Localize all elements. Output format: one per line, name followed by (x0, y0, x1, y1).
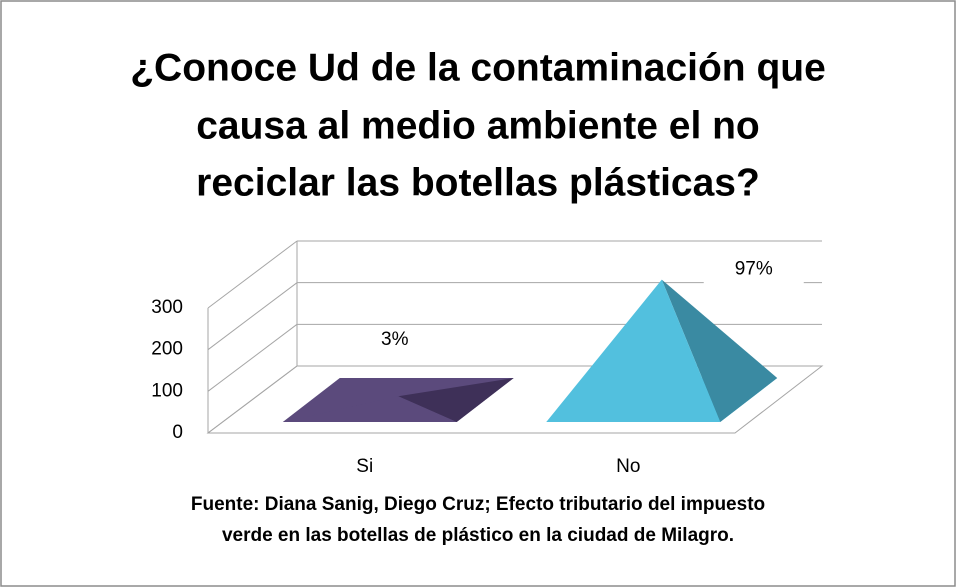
label-bg (344, 326, 445, 354)
y-tick-label: 0 (172, 422, 183, 443)
pyramid-face (398, 378, 514, 422)
x-tick-label: Si (356, 456, 373, 477)
source-note: verde en las botellas de plástico en la … (222, 525, 734, 546)
chart-title: reciclar las botellas plásticas? (196, 161, 760, 204)
label-bg (703, 255, 804, 284)
pyramid-face (282, 396, 457, 422)
y-tick-label: 100 (151, 380, 183, 401)
data-label: 97% (735, 259, 773, 280)
y-tick-label: 300 (151, 297, 183, 318)
grid-line (207, 240, 298, 309)
grid-line (207, 323, 298, 392)
data-label: 3% (381, 329, 409, 350)
x-tick-label: No (616, 456, 640, 477)
source-note: Fuente: Diana Sanig, Diego Cruz; Efecto … (191, 494, 765, 515)
pyramid-face (661, 279, 778, 422)
chart-title: ¿Conoce Ud de la contaminación que (130, 46, 826, 89)
pyramid-face (546, 279, 721, 422)
y-tick-label: 200 (151, 339, 183, 360)
grid-line (207, 282, 298, 351)
chart-title: causa al medio ambiente el no (196, 104, 760, 147)
grid-line (207, 365, 298, 434)
